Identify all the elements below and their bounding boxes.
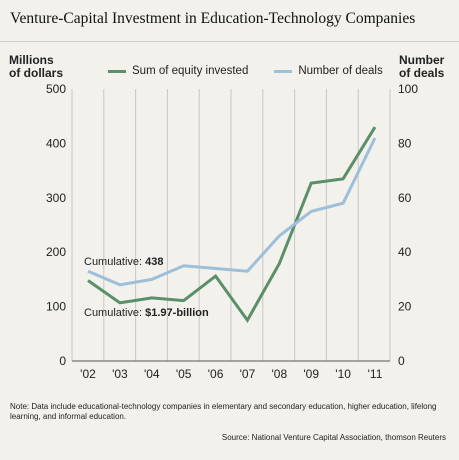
right-axis-tick-label: 80 bbox=[398, 136, 412, 150]
title-divider bbox=[0, 41, 459, 42]
right-axis-title: Number of deals bbox=[399, 54, 444, 80]
annotation-equity-value: $1.97-billion bbox=[145, 307, 209, 319]
footnote: Note: Data include educational-technolog… bbox=[10, 402, 437, 421]
x-axis-tick-label: '04 bbox=[144, 367, 160, 381]
right-axis-tick-label: 100 bbox=[398, 82, 418, 96]
annotation-deals-cumulative: Cumulative: 438 bbox=[84, 256, 164, 268]
chart-title: Venture-Capital Investment in Education-… bbox=[10, 10, 416, 27]
left-axis-tick-label: 100 bbox=[46, 300, 66, 314]
annotation-deals-label: Cumulative: bbox=[84, 256, 145, 268]
legend-swatch-deals bbox=[274, 69, 293, 73]
legend-item-equity: Sum of equity invested bbox=[108, 65, 248, 77]
legend-label-equity: Sum of equity invested bbox=[132, 65, 249, 77]
left-axis-title-line2: of dollars bbox=[9, 66, 64, 80]
annotation-deals-value: 438 bbox=[145, 256, 163, 268]
x-axis-tick-label: '03 bbox=[112, 367, 128, 381]
x-axis-tick-label: '02 bbox=[80, 367, 96, 381]
right-axis-tick-label: 0 bbox=[398, 354, 405, 368]
legend-item-deals: Number of deals bbox=[274, 65, 383, 77]
legend: Sum of equity invested Number of deals bbox=[108, 65, 409, 77]
left-axis-tick-label: 200 bbox=[46, 245, 66, 259]
right-axis-tick-label: 60 bbox=[398, 191, 412, 205]
annotation-equity-label: Cumulative: bbox=[84, 307, 145, 319]
series-line-deals bbox=[87, 137, 377, 287]
x-axis-tick-label: '08 bbox=[272, 367, 288, 381]
left-axis-title-line1: Millions bbox=[9, 53, 54, 67]
left-axis-tick-label: 0 bbox=[59, 354, 66, 368]
left-axis-tick-label: 500 bbox=[46, 82, 66, 96]
legend-swatch-equity bbox=[108, 69, 126, 73]
x-axis-tick-label: '07 bbox=[240, 367, 256, 381]
x-axis-tick-label: '09 bbox=[303, 367, 319, 381]
legend-label-deals: Number of deals bbox=[298, 65, 383, 77]
x-axis-tick-label: '06 bbox=[208, 367, 224, 381]
series-line-equity bbox=[87, 126, 377, 323]
right-axis-title-line1: Number bbox=[399, 53, 445, 67]
right-axis-title-line2: of deals bbox=[399, 66, 445, 80]
x-axis-tick-label: '05 bbox=[176, 367, 192, 381]
left-axis-tick-label: 300 bbox=[46, 191, 66, 205]
x-axis-tick-label: '10 bbox=[335, 367, 351, 381]
annotation-equity-cumulative: Cumulative: $1.97-billion bbox=[84, 307, 209, 319]
right-axis-tick-label: 20 bbox=[398, 300, 412, 314]
source-credit: Source: National Venture Capital Associa… bbox=[221, 433, 446, 442]
right-axis-tick-label: 40 bbox=[398, 245, 412, 259]
x-axis-tick-label: '11 bbox=[368, 367, 383, 381]
left-axis-tick-label: 400 bbox=[46, 136, 66, 150]
left-axis-title: Millions of dollars bbox=[9, 54, 63, 80]
